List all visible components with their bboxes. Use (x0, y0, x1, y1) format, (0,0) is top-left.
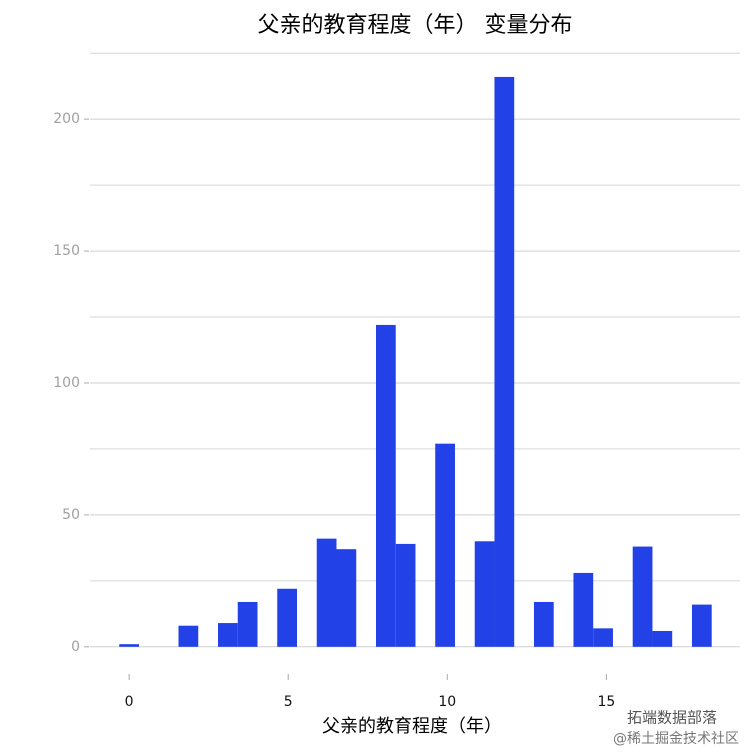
x-axis-label: 父亲的教育程度（年） (322, 716, 502, 737)
x-tick-label: 5 (284, 694, 293, 710)
bar (533, 601, 554, 647)
bar (119, 644, 140, 647)
x-tick-label: 0 (125, 694, 134, 710)
bar (217, 623, 238, 647)
bar (573, 572, 594, 647)
bar (652, 630, 673, 647)
chart-title: 父亲的教育程度（年） 变量分布 (258, 13, 573, 38)
bar (277, 588, 297, 647)
bar (395, 543, 416, 647)
bar (336, 549, 357, 647)
bar (474, 541, 495, 647)
bar (632, 546, 653, 647)
bar (593, 628, 613, 647)
y-tick-label: 150 (53, 243, 80, 259)
y-tick-label: 100 (53, 375, 80, 391)
bar (691, 604, 712, 647)
y-tick-label: 200 (53, 111, 80, 127)
bar (316, 538, 337, 647)
y-tick-label: 0 (71, 639, 80, 655)
bar (178, 625, 199, 647)
x-tick-label: 15 (597, 694, 615, 710)
x-tick-label: 10 (438, 694, 456, 710)
watermark: 拓端数据部落 (627, 709, 717, 727)
y-tick-label: 50 (62, 507, 80, 523)
bar (435, 443, 455, 647)
bar (375, 324, 396, 647)
watermark: @稀土掘金技术社区 (613, 731, 739, 747)
bar (237, 601, 258, 647)
bar (494, 76, 515, 647)
